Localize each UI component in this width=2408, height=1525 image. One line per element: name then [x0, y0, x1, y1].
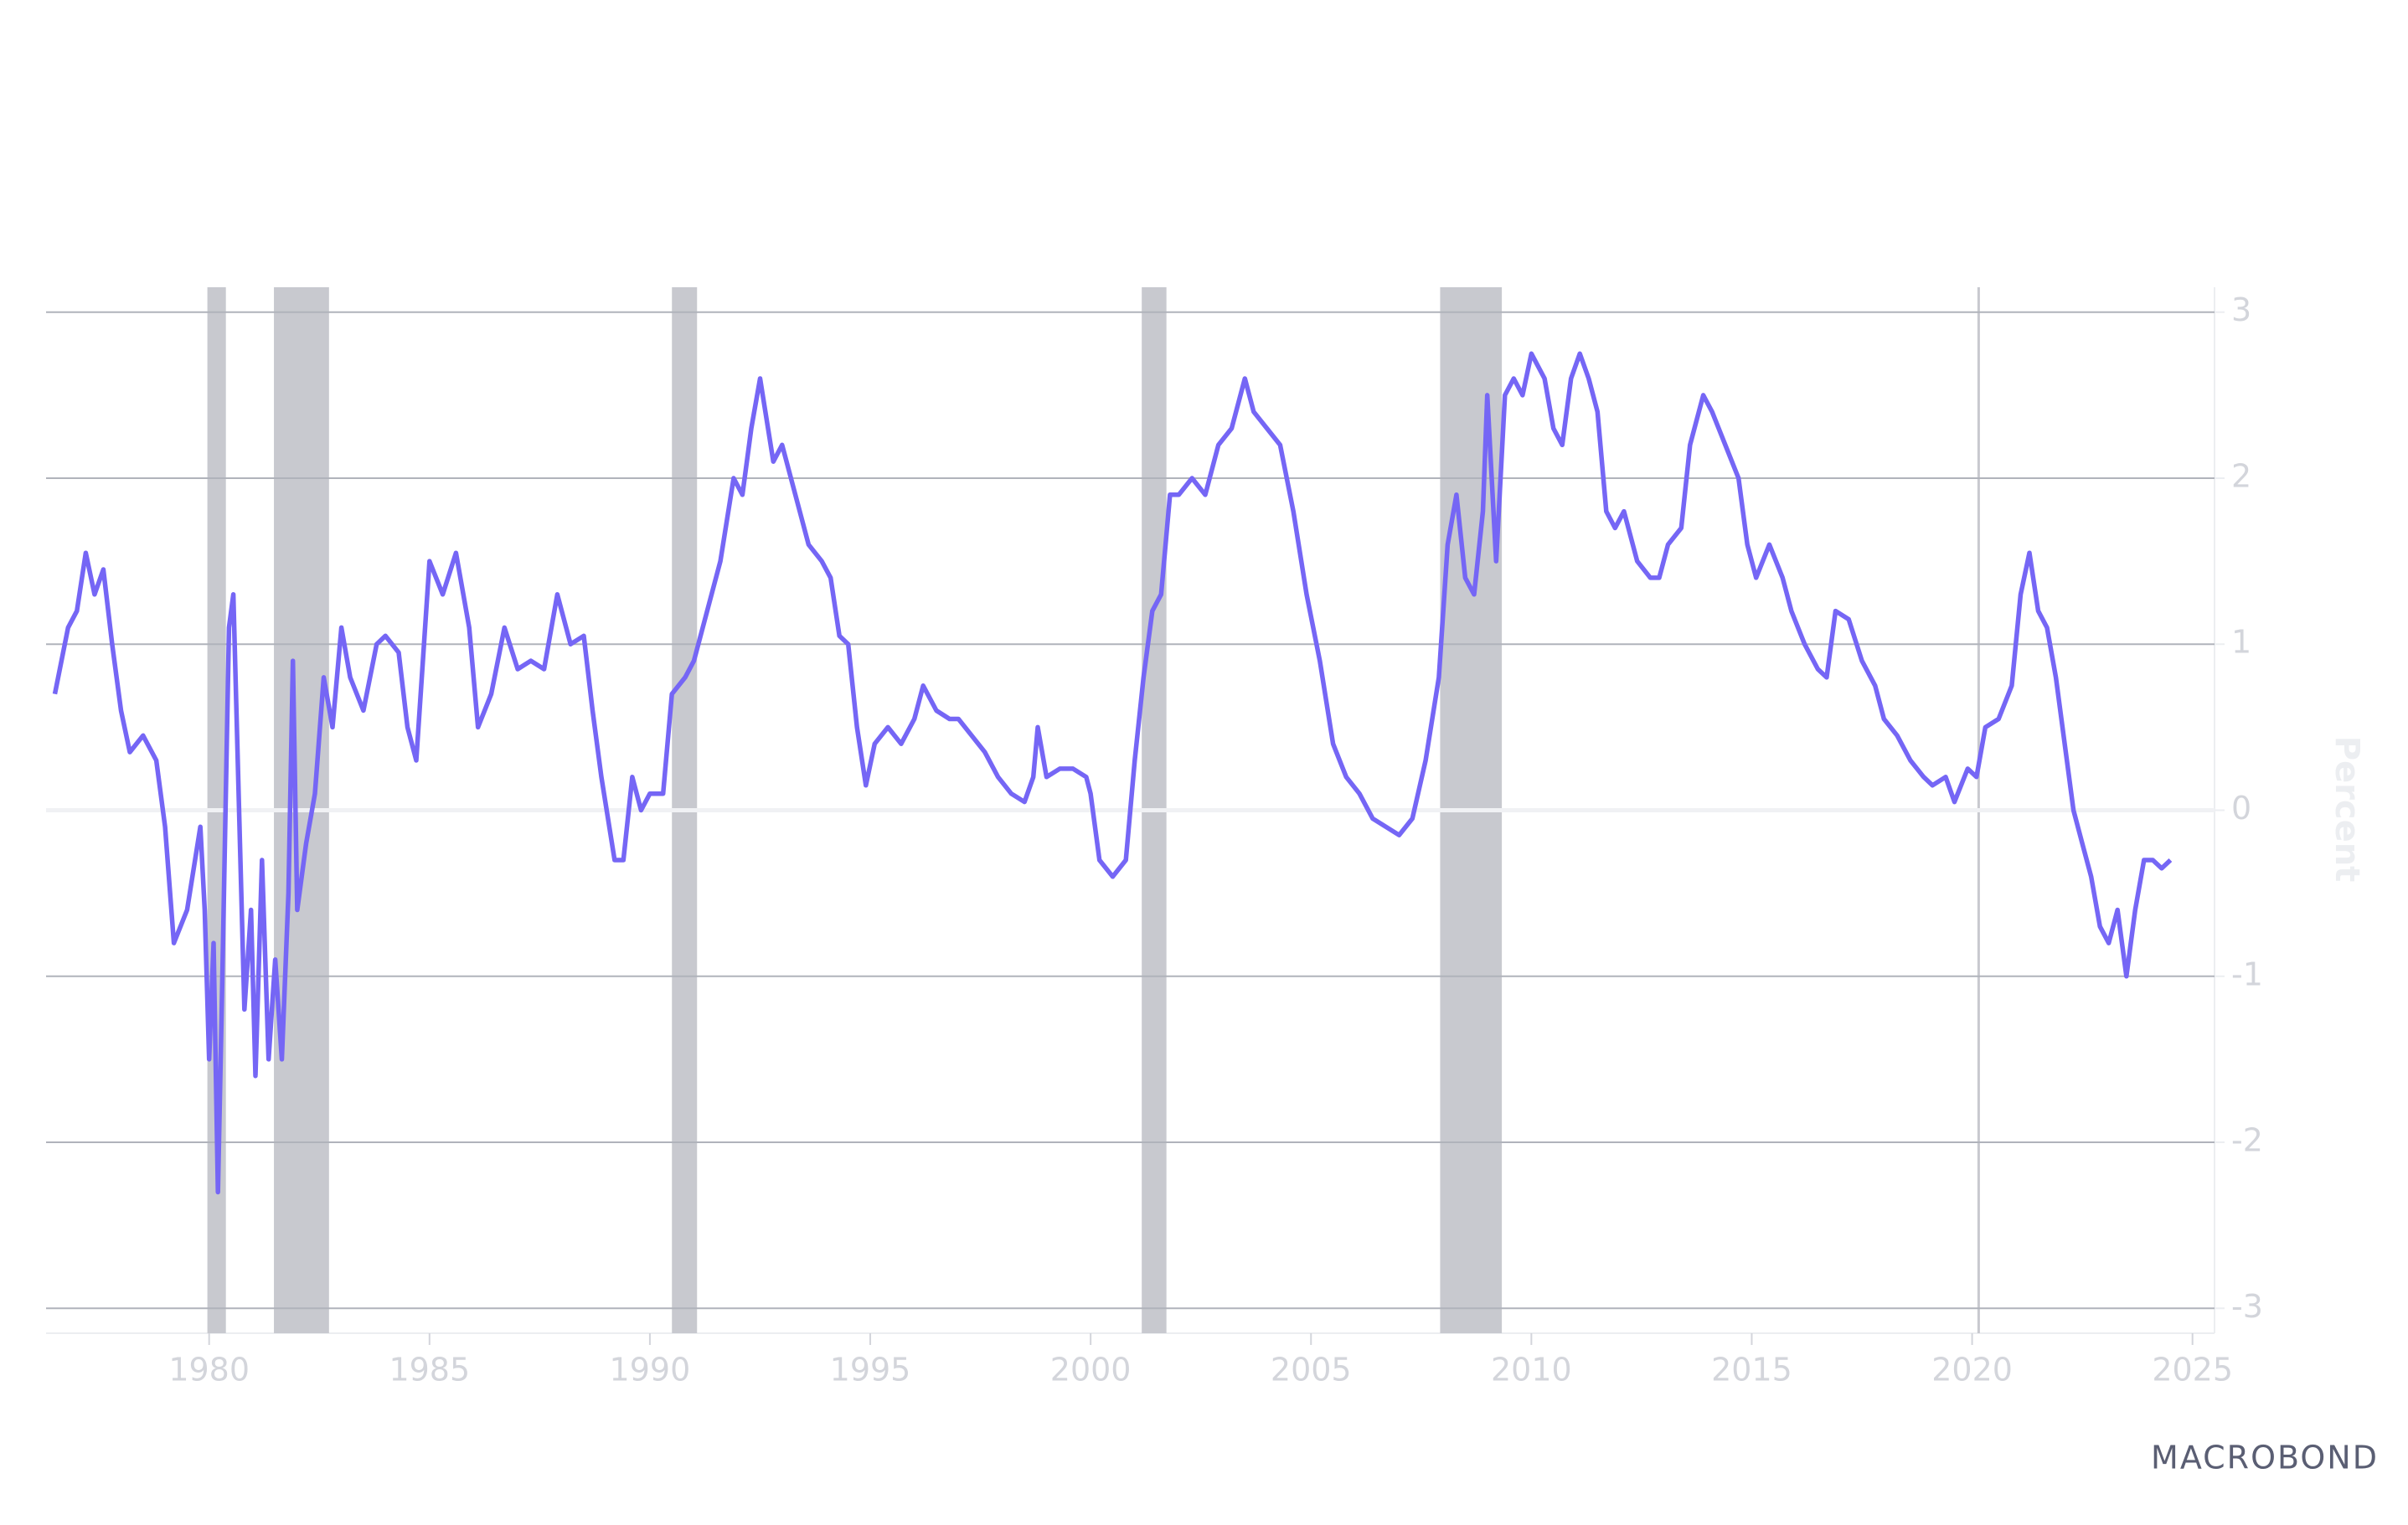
data-line [52, 351, 2173, 1195]
y-axis-label: Percent [2328, 736, 2366, 883]
x-tick-label: 1995 [830, 1352, 911, 1388]
y-tick-label: 3 [2231, 291, 2251, 328]
x-tick-label: 1980 [168, 1352, 250, 1388]
y-tick-label: -3 [2231, 1288, 2263, 1325]
x-tick-label: 1985 [389, 1352, 470, 1388]
x-tick-label: 1990 [610, 1352, 691, 1388]
y-tick-label: -2 [2231, 1122, 2263, 1159]
x-tick-label: 2000 [1050, 1352, 1132, 1388]
logo: MACROBOND [2151, 1440, 2379, 1476]
y-tick-label: 2 [2231, 457, 2251, 494]
x-tick-label: 2010 [1491, 1352, 1572, 1388]
y-tick-label: 0 [2231, 790, 2251, 827]
x-tick-label: 2025 [2152, 1352, 2233, 1388]
x-tick-label: 2005 [1271, 1352, 1352, 1388]
x-tick-label: 2020 [1931, 1352, 2013, 1388]
y-tick-label: -1 [2231, 956, 2263, 992]
y-tick-label: 1 [2231, 624, 2251, 661]
x-tick-label: 2015 [1711, 1352, 1792, 1388]
